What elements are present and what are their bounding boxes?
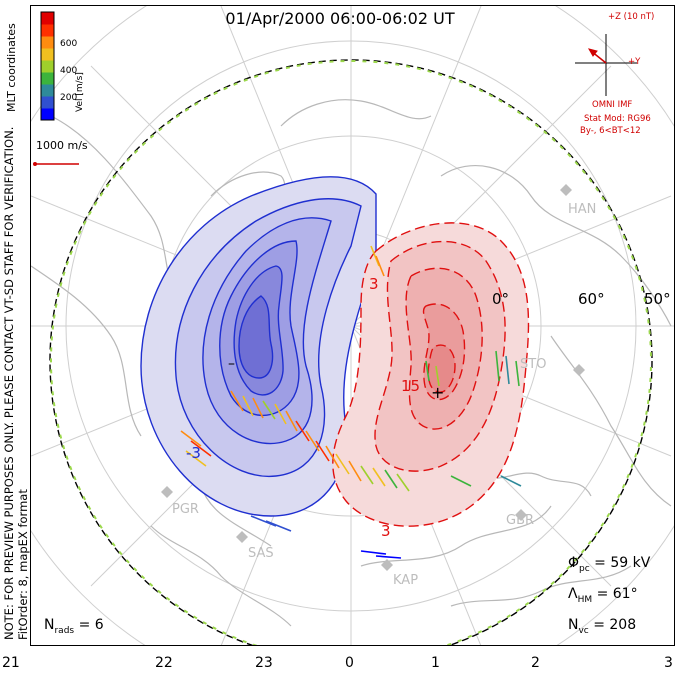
site-label: GBR — [506, 513, 535, 528]
fit-order-note: FitOrder: 8, mapEX format — [16, 489, 30, 640]
mlt-tick: 21 — [2, 655, 20, 671]
colorbar-segment — [41, 72, 54, 85]
colorbar-segment — [41, 36, 54, 49]
negative-potential-cell — [140, 176, 377, 517]
map-frame: – + -3 3 15 3 — [30, 5, 675, 646]
velocity-vectors — [180, 245, 522, 559]
colorbar-segment — [41, 96, 54, 109]
colorbar-segment — [41, 48, 54, 61]
vector-scale-origin — [33, 162, 37, 166]
latitude-label: 60° — [578, 290, 605, 308]
mlt-tick: 22 — [155, 655, 173, 671]
colorbar-tick: 200 — [60, 93, 78, 103]
contour-labels: – + -3 3 15 3 — [186, 275, 444, 540]
mlt-tick: 1 — [431, 655, 440, 671]
positive-potential-cell — [332, 222, 530, 527]
negative-contour-label: -3 — [186, 444, 201, 462]
positive-contour-label: 3 — [369, 275, 379, 293]
site-label: STO — [520, 357, 547, 372]
colorbar-segment — [41, 12, 54, 25]
vector-count: Nvc = 208 — [568, 617, 637, 636]
colorbar-tick: 400 — [60, 66, 78, 76]
positive-contour-label: 3 — [381, 522, 391, 540]
positive-potential-marker: + — [431, 383, 444, 402]
imf-model: Stat Mod: RG96 — [584, 114, 651, 124]
site-label: PGR — [172, 502, 199, 517]
map-title: 01/Apr/2000 06:00-06:02 UT — [225, 9, 455, 28]
mlt-tick: 2 — [531, 655, 540, 671]
negative-potential-marker: – — [228, 356, 235, 372]
imf-by-label: +Y — [628, 57, 641, 67]
convection-map: – + -3 3 15 3 — [31, 6, 674, 645]
coordinate-system-label: MLT coordinates — [5, 23, 18, 112]
colorbar-tick: 600 — [60, 39, 78, 49]
site-markers — [161, 184, 585, 571]
mlt-tick: 23 — [255, 655, 273, 671]
colorbar-segment — [41, 60, 54, 73]
latitude-label: 50° — [644, 290, 671, 308]
positive-contour-label: 15 — [401, 377, 420, 395]
vector-scale-label: 1000 m/s — [36, 139, 88, 152]
heppner-maynard-boundary — [49, 59, 653, 645]
imf-condition: By-, 6<BT<12 — [580, 126, 641, 136]
imf-bz-label: +Z (10 nT) — [608, 12, 655, 22]
site-label: KAP — [393, 573, 419, 588]
cross-polar-cap-potential: Φpc = 59 kV — [568, 555, 651, 574]
colorbar-segment — [41, 108, 54, 121]
hmb-latitude: ΛHM = 61° — [568, 586, 638, 605]
radar-count: Nrads = 6 — [44, 617, 104, 636]
imf-dial — [575, 34, 637, 96]
mlt-tick: 3 — [664, 655, 673, 671]
colorbar-segment — [41, 24, 54, 37]
coastlines — [31, 99, 672, 627]
site-label: SAS — [248, 546, 274, 561]
color-bar — [40, 11, 55, 121]
imf-source: OMNI IMF — [592, 100, 633, 110]
colorbar-segment — [41, 84, 54, 97]
site-label: HAN — [568, 202, 597, 217]
preview-note: NOTE: FOR PREVIEW PURPOSES ONLY. PLEASE … — [2, 126, 16, 640]
colorbar-border — [40, 11, 55, 121]
mlt-tick: 0 — [345, 655, 354, 671]
latitude-label: 0° — [492, 290, 510, 308]
